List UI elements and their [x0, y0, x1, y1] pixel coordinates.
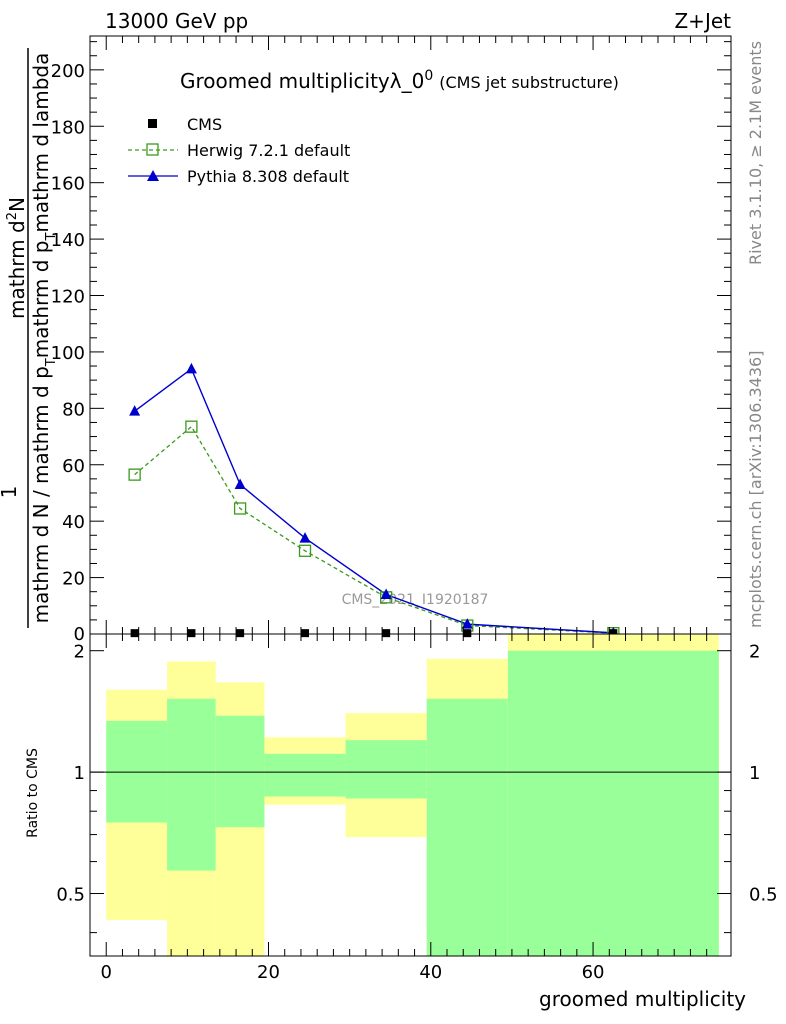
legend-pythia-label: Pythia 8.308 default	[187, 167, 349, 186]
header-process: Z+Jet	[674, 9, 731, 33]
y-label-denominator: mathrm d N / mathrm d pTmathrm d pTmathr…	[29, 53, 59, 624]
ratio-band-inner-3	[264, 753, 346, 797]
herwig-point-2	[233, 502, 247, 515]
cms-point-5	[463, 629, 472, 638]
cms-point-3	[301, 629, 310, 638]
ratio-band-inner-2	[215, 715, 265, 828]
main-y-tick-label: 60	[62, 456, 85, 477]
herwig-point-1	[185, 420, 198, 433]
main-y-tick-label: 80	[62, 399, 85, 420]
ratio-y-tick-label-right: 2	[749, 642, 760, 663]
cms-point-6	[609, 629, 618, 638]
pythia-point-1	[185, 362, 197, 374]
legend: CMS Herwig 7.2.1 default Pythia 8.308 de…	[128, 115, 350, 186]
main-y-tick-label: 140	[51, 230, 85, 251]
ratio-band-inner-4	[345, 740, 427, 799]
y-label-denom-3: mathrm d lambda	[29, 53, 53, 233]
y-label-denom-1: mathrm d N / mathrm d p	[29, 366, 53, 623]
ratio-band-inner-6	[507, 650, 719, 956]
legend-cms-marker	[148, 119, 157, 128]
main-y-tick-label-zero: 0	[74, 624, 85, 645]
watermark: CMS_2021_I1920187	[342, 592, 489, 608]
main-y-tick-label: 180	[51, 117, 85, 138]
ratio-y-tick-label: 0.5	[56, 885, 85, 906]
ratio-ticks	[90, 634, 731, 956]
herwig-line	[134, 425, 614, 634]
x-axis-label: groomed multiplicity	[539, 987, 746, 1011]
y-label-numerator-sup: 2	[5, 212, 20, 220]
main-title-text: Groomed multiplicityλ_0	[180, 69, 424, 93]
main-panel: CMS_2021_I1920187 2040608010012014016018…	[0, 35, 732, 645]
main-title-sup: 0	[424, 68, 433, 84]
cms-point-4	[382, 629, 391, 638]
x-tick-label: 40	[419, 962, 442, 983]
y-label-denom-sub2: T	[44, 233, 59, 242]
pythia-point-4	[380, 588, 392, 600]
mcplots-label: mcplots.cern.ch [arXiv:1306.3436]	[746, 351, 765, 628]
ratio-y-tick-labels: 0.5 0.5 1 1 2 2	[56, 642, 777, 906]
x-tick-label: 0	[101, 962, 112, 983]
y-label-numerator-end: N	[5, 197, 29, 212]
legend-cms-label: CMS	[187, 115, 222, 134]
pythia-point-5	[461, 618, 473, 629]
x-tick-label: 20	[257, 962, 280, 983]
herwig-point-0	[128, 468, 141, 481]
cms-point-0	[130, 629, 139, 638]
main-ticks	[90, 36, 731, 635]
main-marks	[128, 362, 620, 640]
y-label-numerator-text: mathrm d	[5, 220, 29, 319]
main-y-tick-label: 120	[51, 287, 85, 308]
ratio-y-tick-label-right: 1	[749, 763, 760, 784]
x-tick-labels: 0 20 40 60	[101, 962, 605, 983]
ratio-y-tick-label: 2	[74, 642, 85, 663]
pythia-point-3	[299, 532, 311, 543]
x-tick-label: 60	[582, 962, 605, 983]
main-y-axis-label: mathrm d2N 1 mathrm d N / mathrm d pTmat…	[0, 48, 59, 628]
herwig-point-3	[298, 544, 312, 557]
ratio-y-axis-label: Ratio to CMS	[25, 748, 41, 838]
ratio-y-tick-label: 1	[74, 763, 85, 784]
main-y-tick-labels: 20 40 60 80 100 120 140 160 180 200 0	[51, 61, 85, 645]
header-energy: 13000 GeV pp	[105, 9, 248, 33]
pythia-point-0	[129, 405, 141, 416]
main-y-tick-label: 160	[51, 174, 85, 195]
ratio-panel: 0.5 0.5 1 1 2 2 0 20 40 60 Ratio to CMS groomed …	[25, 633, 778, 1011]
y-label-numerator: mathrm d2N	[5, 197, 29, 319]
main-title: Groomed multiplicityλ_00 (CMS jet substru…	[180, 68, 619, 93]
y-label-denom-2: mathrm d p	[29, 241, 53, 359]
main-y-tick-label: 100	[51, 343, 85, 364]
y-label-one: 1	[0, 486, 21, 499]
ratio-band-inner-1	[167, 698, 216, 871]
pythia-point-2	[234, 478, 246, 489]
cms-point-1	[187, 629, 196, 638]
legend-pythia-marker	[147, 170, 159, 181]
rivet-version-label: Rivet 3.1.10, ≥ 2.1M events	[746, 41, 765, 265]
ratio-band-inner-5	[426, 698, 508, 956]
legend-herwig-label: Herwig 7.2.1 default	[187, 141, 350, 160]
main-y-tick-label: 20	[62, 569, 85, 590]
main-y-tick-label: 40	[62, 512, 85, 533]
ratio-frame	[89, 633, 732, 957]
ratio-bands	[106, 634, 719, 956]
cms-point-2	[236, 629, 245, 638]
legend-herwig-marker	[146, 143, 159, 156]
main-subtitle: (CMS jet substructure)	[439, 73, 619, 92]
ratio-y-tick-label-right: 0.5	[749, 885, 778, 906]
main-y-tick-label: 200	[51, 61, 85, 82]
y-label-denom-sub1: T	[44, 358, 59, 367]
